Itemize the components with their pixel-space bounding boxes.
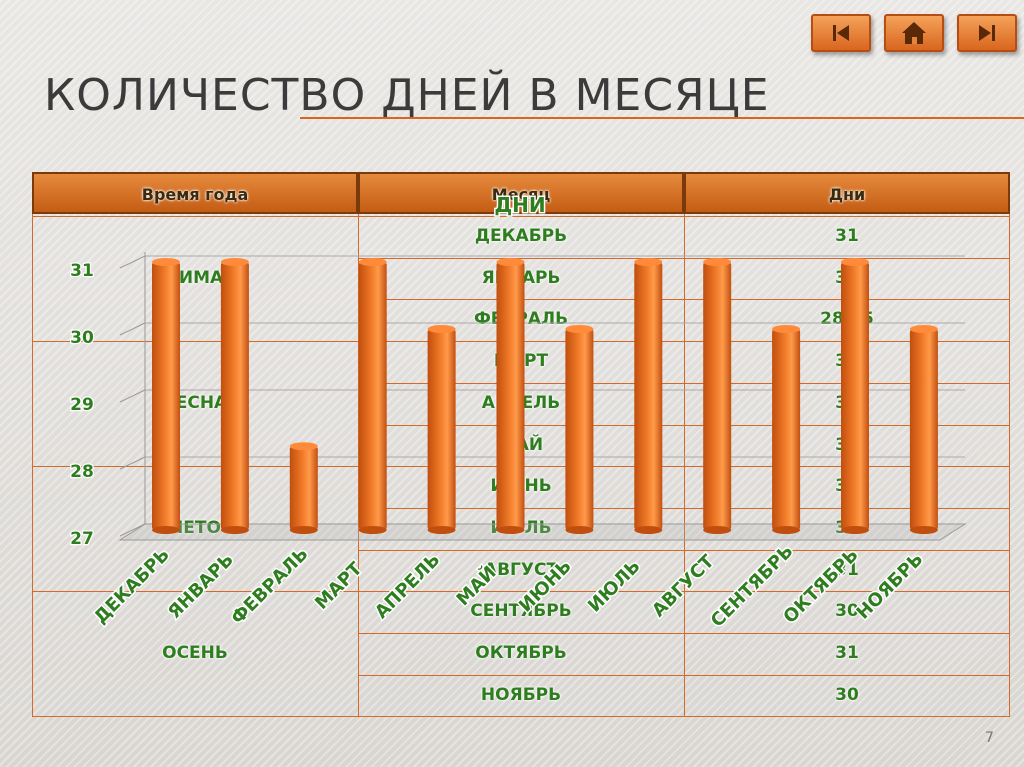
bar-top <box>703 258 732 266</box>
days-cell: 31 <box>835 643 859 663</box>
bar-base <box>152 526 180 534</box>
days-cell: 30 <box>835 601 859 622</box>
bar-base <box>565 526 594 534</box>
column-divider <box>1009 214 1010 717</box>
next-slide-icon <box>979 25 995 41</box>
days-cell: 30 <box>835 684 859 705</box>
bar-base <box>841 526 869 534</box>
month-cell: НОЯБРЬ <box>480 684 562 705</box>
slide-title: КОЛИЧЕСТВО ДНЕЙ В МЕСЯЦЕ <box>44 70 770 121</box>
bar-top <box>772 325 801 333</box>
bar-top <box>634 258 663 266</box>
grid-line-side <box>119 523 146 537</box>
bar-base <box>772 526 801 534</box>
home-button[interactable] <box>884 14 944 52</box>
bar <box>289 446 318 530</box>
x-category-label: ЯНВАРЬ <box>164 549 238 623</box>
y-tick-label: 29 <box>70 395 94 415</box>
grid-line-side <box>119 322 146 336</box>
column-divider <box>32 214 33 717</box>
bar <box>772 329 801 530</box>
bar-top <box>427 325 456 333</box>
season-cell: ОСЕНЬ <box>162 643 228 663</box>
table-row-divider <box>358 716 1010 718</box>
bar-top <box>152 258 180 266</box>
month-cell: ДЕКАБРЬ <box>474 226 568 246</box>
x-category-label: МАРТ <box>311 558 367 614</box>
bar-base <box>703 526 732 534</box>
bar <box>427 329 456 530</box>
next-slide-button[interactable] <box>957 14 1017 52</box>
chart-grid <box>118 252 967 541</box>
page-number: 7 <box>985 730 994 746</box>
bar <box>634 262 663 530</box>
header-season: Время года <box>32 172 358 214</box>
bar <box>703 262 732 530</box>
season-divider <box>32 716 358 718</box>
x-category-label: ИЮНЬ <box>515 556 576 617</box>
days-cell: 31 <box>835 559 859 580</box>
bar <box>909 329 938 530</box>
bar-base <box>909 526 938 534</box>
month-table: Время года Месяц Дни ДЕКАБРЬ 31 ЯНВАРЬ 31 ФЕ… <box>32 172 1010 718</box>
bar-base <box>427 526 456 534</box>
previous-slide-icon <box>833 25 849 41</box>
x-category-label: АВГУСТ <box>648 550 719 621</box>
chart-title: ДНИ <box>494 193 545 217</box>
y-tick-label: 31 <box>70 261 94 281</box>
season-cell: ЛЕТО <box>32 518 358 538</box>
bar-base <box>496 526 525 534</box>
bar <box>841 262 869 530</box>
chart-bars <box>152 258 938 534</box>
y-tick-label: 28 <box>70 462 94 482</box>
x-category-label: ДЕКАБРЬ <box>90 544 174 628</box>
season-divider <box>32 591 358 593</box>
season-divider <box>32 466 358 468</box>
grid-line-side <box>119 456 146 470</box>
season-divider <box>32 216 358 217</box>
bar <box>220 262 249 530</box>
bar-base <box>634 526 663 534</box>
bar <box>358 262 387 530</box>
month-cell: СЕНТЯБРЬ <box>470 601 572 622</box>
x-category-label: ФЕВРАЛЬ <box>227 543 312 628</box>
column-divider <box>358 214 359 717</box>
month-cell: ОКТЯБРЬ <box>475 643 567 663</box>
bar-top <box>220 258 249 266</box>
x-category-label: МАЙ <box>452 561 501 610</box>
bar-base <box>220 526 249 534</box>
chart-floor <box>118 523 967 541</box>
header-days: Дни <box>684 172 1010 214</box>
bar-top <box>358 258 387 266</box>
header-month: Месяц <box>358 172 684 214</box>
season-cell: ЗИМА <box>166 267 224 288</box>
home-icon <box>902 22 926 44</box>
bar-top <box>565 325 594 333</box>
y-tick-label: 30 <box>70 328 94 348</box>
bar-top <box>289 442 318 451</box>
bar-top <box>841 258 869 266</box>
x-category-label: НОЯБРЬ <box>853 549 928 624</box>
bar <box>152 262 180 530</box>
bar-base <box>289 526 318 534</box>
bar <box>565 329 594 530</box>
y-tick-label: 27 <box>70 529 94 549</box>
bar-top <box>496 258 525 266</box>
x-category-label: ИЮЛЬ <box>584 556 645 617</box>
title-underline <box>300 117 1024 119</box>
bar-top <box>909 325 938 333</box>
bar-base <box>358 526 387 534</box>
prev-slide-button[interactable] <box>811 14 871 52</box>
grid-line-side <box>119 255 146 269</box>
grid-line-side <box>119 389 146 403</box>
month-cell: АВГУСТ <box>483 559 559 580</box>
season-divider <box>32 341 358 343</box>
days-cell: 31 <box>835 226 859 246</box>
x-category-label: АПРЕЛЬ <box>371 549 445 623</box>
column-divider <box>684 214 685 717</box>
bar <box>496 262 525 530</box>
